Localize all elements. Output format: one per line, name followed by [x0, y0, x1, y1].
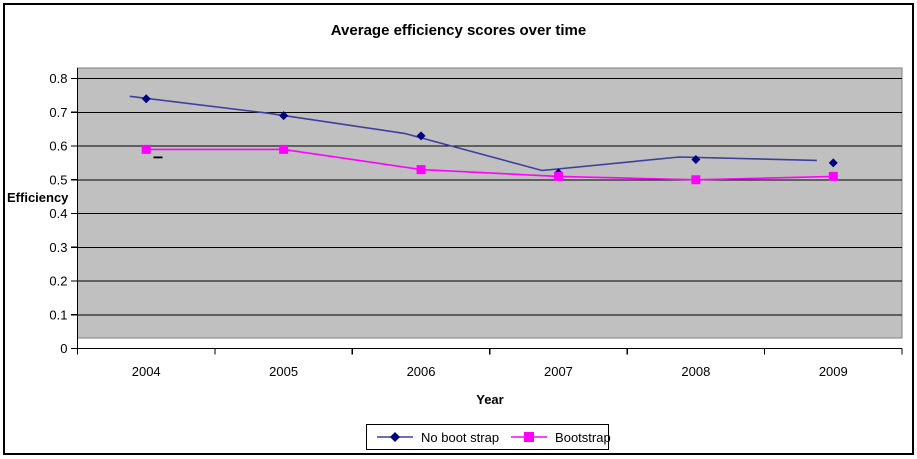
y-tick-label: 0.1 [49, 307, 67, 322]
data-point-diamond [141, 94, 151, 104]
data-point-diamond [691, 155, 701, 164]
legend-label-no-boot-strap: No boot strap [421, 429, 500, 445]
y-tick-label: 0.3 [49, 240, 67, 255]
data-point-diamond [828, 158, 838, 168]
data-point-diamond [416, 131, 426, 141]
bootstrap-line-marker-icon [511, 432, 548, 442]
data-point-diamond [279, 111, 289, 121]
legend-item-no-boot-strap: No boot strap [376, 430, 499, 445]
y-tick-label: 0.7 [49, 105, 67, 120]
legend-item-bootstrap: Bootstrap [510, 430, 611, 445]
x-category-label: 2007 [544, 364, 573, 379]
data-point-square [416, 165, 426, 175]
legend: No boot strap Bootstrap [366, 424, 611, 450]
data-point-square [553, 171, 563, 181]
x-category-label: 2005 [269, 364, 298, 379]
y-tick-label: 0.6 [49, 139, 67, 154]
stray-dash-mark [153, 156, 163, 159]
no-boot-strap-line-marker-icon [377, 432, 413, 442]
x-category-label: 2004 [132, 364, 161, 379]
y-tick-label: 0 [60, 341, 67, 356]
series-line-no-boot-strap [129, 95, 817, 172]
y-axis-title: Efficiency [7, 190, 69, 205]
plot-background [77, 67, 903, 339]
y-tick-label: 0.5 [49, 172, 67, 187]
x-category-label: 2008 [681, 364, 710, 379]
data-point-square [141, 144, 151, 154]
chart-title: Average efficiency scores over time [330, 22, 587, 39]
data-point-square [279, 144, 289, 154]
y-tick-label: 0.4 [49, 206, 67, 221]
x-category-label: 2009 [819, 364, 848, 379]
legend-label-bootstrap: Bootstrap [555, 429, 611, 445]
data-point-square [691, 175, 701, 185]
x-category-label: 2006 [407, 364, 436, 379]
x-axis-title: Year [476, 392, 504, 407]
data-point-square [828, 171, 838, 181]
y-tick-label: 0.8 [49, 71, 67, 86]
y-tick-label: 0.2 [49, 274, 67, 289]
series-line-bootstrap [146, 148, 834, 181]
